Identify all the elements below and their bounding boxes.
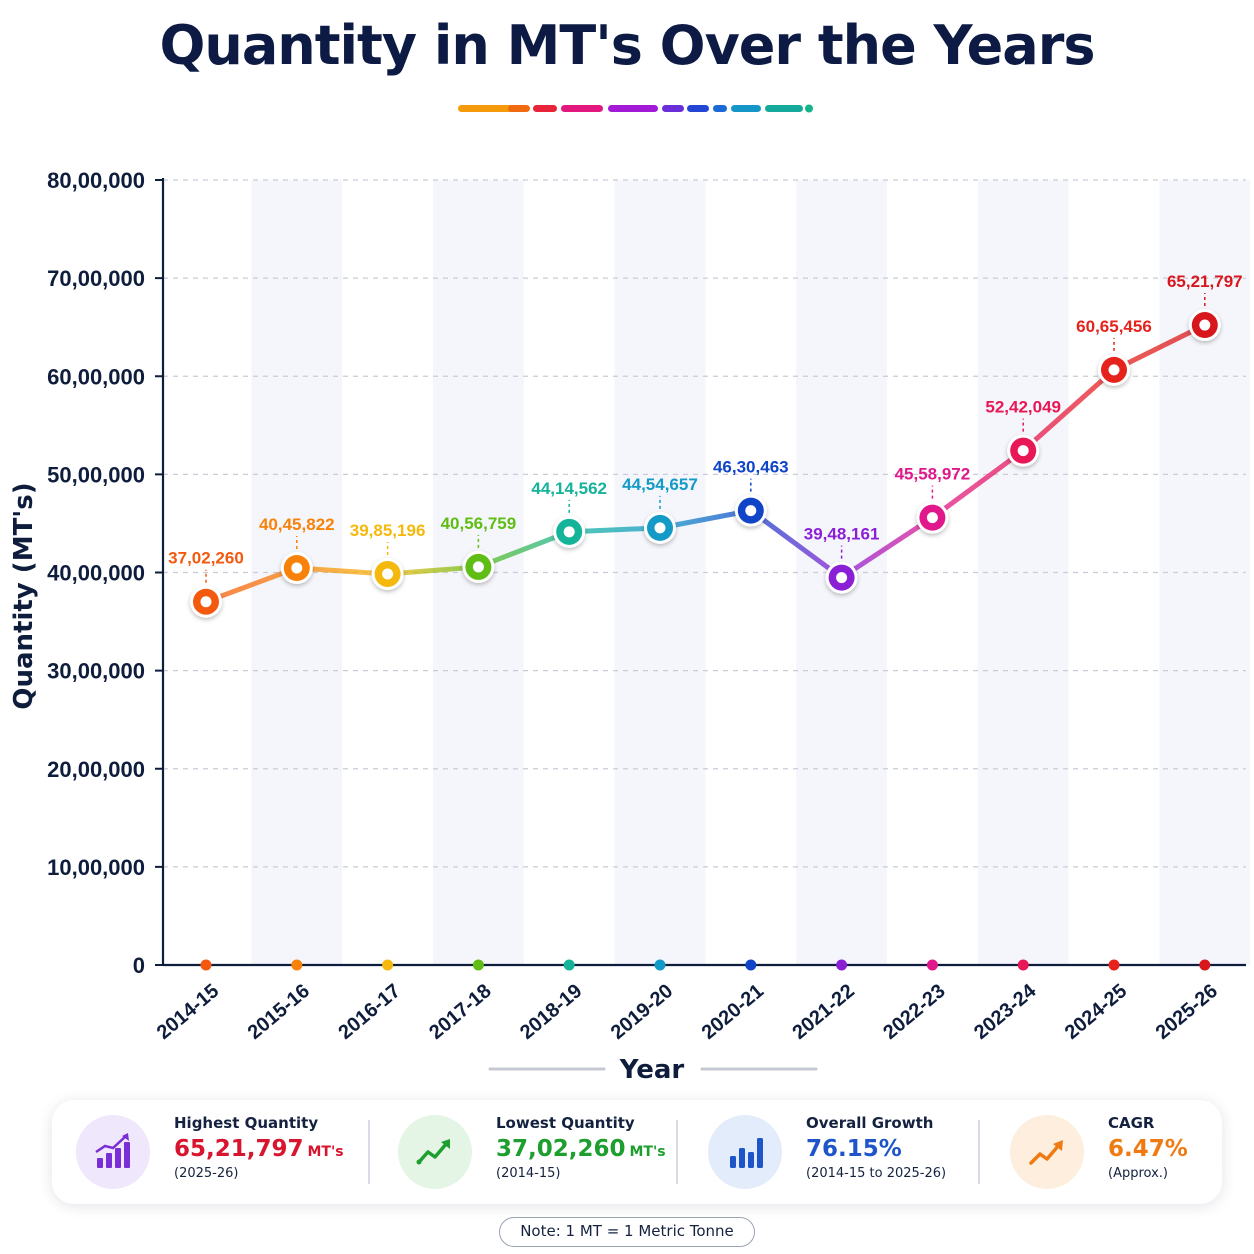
data-label: 46,30,463 — [713, 458, 789, 477]
data-point — [280, 552, 313, 585]
x-axis-marker — [382, 959, 394, 971]
data-label: 44,14,562 — [531, 479, 607, 498]
stat-sub: (Approx.) — [1108, 1166, 1168, 1181]
x-tick-label: 2023-24 — [970, 979, 1041, 1044]
x-tick-label: 2019-20 — [607, 980, 677, 1044]
y-tick-label: 70,00,000 — [47, 266, 145, 291]
divider — [978, 1120, 980, 1184]
data-point — [190, 585, 222, 618]
data-label: 45,58,972 — [895, 465, 971, 484]
x-axis-marker — [1199, 959, 1211, 971]
line-segment — [203, 565, 300, 605]
y-tick-label: 60,00,000 — [47, 364, 145, 389]
stat-label: Lowest Quantity — [496, 1114, 635, 1132]
y-axis-title: Quantity (MT's) — [9, 482, 39, 709]
data-label: 60,65,456 — [1076, 317, 1152, 336]
chart-title: Quantity in MT's Over the Years — [159, 14, 1096, 77]
data-point — [916, 501, 949, 534]
stat-sub: (2025-26) — [174, 1166, 239, 1181]
trend-up-icon — [398, 1115, 472, 1189]
y-tick-label: 0 — [133, 953, 145, 978]
x-axis-marker — [654, 959, 666, 971]
x-tick-label: 2017-18 — [425, 980, 495, 1044]
divider — [368, 1120, 370, 1184]
data-label: 40,56,759 — [441, 514, 517, 533]
x-tick-label: 2025-26 — [1152, 980, 1222, 1044]
x-tick-label: 2016-17 — [334, 980, 404, 1044]
data-point — [1007, 434, 1040, 467]
y-tick-label: 40,00,000 — [47, 561, 145, 586]
data-point — [553, 515, 586, 548]
stat-label: CAGR — [1108, 1114, 1155, 1132]
stat-label: Highest Quantity — [174, 1114, 319, 1132]
data-point — [371, 557, 404, 590]
y-tick-label: 10,00,000 — [47, 855, 145, 880]
x-axis-marker — [926, 959, 938, 971]
data-point — [644, 511, 676, 544]
divider — [676, 1120, 678, 1184]
data-point — [1098, 353, 1130, 386]
stat-sub: (2014-15) — [496, 1166, 561, 1181]
x-tick-label: 2020-21 — [698, 980, 768, 1044]
data-label: 39,48,161 — [804, 525, 880, 544]
stat-unit: MT's — [307, 1144, 344, 1160]
stat-sub: (2014-15 to 2025-26) — [806, 1166, 947, 1181]
bar-chart-icon — [708, 1115, 782, 1189]
x-axis-marker — [745, 959, 757, 971]
x-tick-label: 2022-23 — [879, 980, 949, 1044]
line-segment — [748, 508, 845, 581]
stat-value: 37,02,260 — [496, 1136, 626, 1162]
data-label: 37,02,260 — [168, 549, 244, 568]
column-band — [614, 180, 706, 965]
y-tick-label: 30,00,000 — [47, 659, 145, 684]
bar-chart-up-icon — [76, 1115, 150, 1189]
data-label: 65,21,797 — [1167, 272, 1243, 291]
x-tick-label: 2014-15 — [153, 980, 223, 1044]
title-underline — [458, 104, 813, 113]
stat-unit: MT's — [629, 1144, 666, 1160]
line-segment — [475, 529, 572, 570]
growth-arrow-icon — [1010, 1115, 1084, 1189]
x-axis-marker — [472, 959, 484, 971]
x-axis-marker — [200, 959, 212, 971]
stat-value: 65,21,797 — [174, 1136, 304, 1162]
line-segment — [1111, 322, 1208, 373]
stat-label: Overall Growth — [806, 1114, 934, 1132]
y-tick-label: 50,00,000 — [47, 462, 145, 487]
line-segment — [1020, 367, 1117, 454]
summary-stats-panel: Highest Quantity 65,21,797 MT's (2025-26)… — [52, 1100, 1222, 1204]
y-tick-label: 20,00,000 — [47, 757, 145, 782]
data-point — [462, 550, 495, 583]
x-tick-label: 2015-16 — [244, 980, 314, 1044]
x-axis-marker — [1108, 959, 1120, 971]
x-axis-marker — [1017, 959, 1029, 971]
data-point — [825, 561, 858, 594]
x-axis-marker — [563, 959, 575, 971]
x-axis-marker — [836, 959, 848, 971]
x-axis-title: Year — [619, 1055, 685, 1085]
stat-value: 76.15% — [806, 1136, 902, 1162]
x-tick-label: 2021-22 — [788, 980, 858, 1044]
line-segment — [929, 448, 1026, 521]
line-segment — [839, 515, 935, 581]
note-badge: Note: 1 MT = 1 Metric Tonne — [499, 1217, 755, 1247]
x-tick-label: 2018-19 — [516, 980, 586, 1044]
x-tick-label: 2024-25 — [1061, 980, 1131, 1044]
data-label: 39,85,196 — [350, 521, 426, 540]
line-chart: 0 10,00,000 20,00,000 30,00,000 40,00,000 50,… — [9, 168, 1246, 1085]
x-axis-marker — [291, 959, 303, 971]
data-point — [734, 494, 767, 527]
stat-value: 6.47% — [1108, 1136, 1188, 1162]
data-label: 52,42,049 — [985, 398, 1061, 417]
data-point — [1188, 309, 1221, 342]
y-tick-label: 80,00,000 — [47, 168, 145, 193]
data-label: 44,54,657 — [622, 475, 698, 494]
data-label: 40,45,822 — [259, 515, 335, 534]
